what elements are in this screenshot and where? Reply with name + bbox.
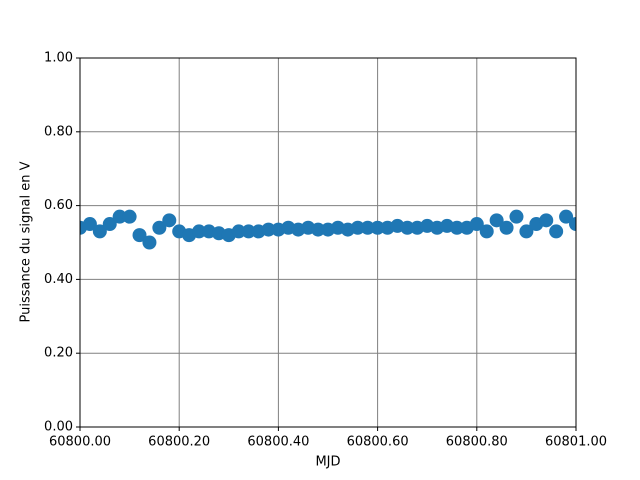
y-tick-label: 1.00 [44,51,73,66]
point [311,222,326,237]
point [370,220,385,235]
x-tick-label: 60800.80 [446,435,508,450]
y-tick-label: 0.00 [44,420,73,435]
y-axis-label: Puissance du signal en V [19,161,34,322]
point [559,209,574,224]
point [122,209,137,224]
point [82,217,97,232]
plot-frame [79,57,577,428]
y-tick-label: 0.60 [44,198,73,213]
point [241,224,256,239]
point [360,220,375,235]
point [142,235,157,250]
x-tick-label: 60800.60 [347,435,409,450]
point [569,217,576,232]
point [539,213,554,228]
point [499,220,514,235]
point [132,228,147,243]
x-tick-label: 60800.00 [49,435,111,450]
ticks: 60800.00 60800.20 60800.40 60800.60 60800.80… [44,51,607,450]
x-tick-label: 60801.00 [545,435,607,450]
point [479,224,494,239]
point [449,220,464,235]
points [80,209,576,250]
point [519,224,534,239]
y-tick-label: 0.40 [44,272,73,287]
point [92,224,107,239]
point [261,222,276,237]
x-tick-label: 60800.40 [247,435,309,450]
x-axis-label: MJD [315,455,340,470]
point [152,220,167,235]
point [162,213,177,228]
point [489,213,504,228]
point [192,224,207,239]
y-tick-label: 0.20 [44,346,73,361]
point [231,224,246,239]
point [102,217,117,232]
point [400,220,415,235]
point [469,217,484,232]
point [350,220,365,235]
point [509,209,524,224]
x-tick-label: 60800.20 [148,435,210,450]
point [549,224,564,239]
y-tick-label: 0.80 [44,124,73,139]
point [112,209,127,224]
